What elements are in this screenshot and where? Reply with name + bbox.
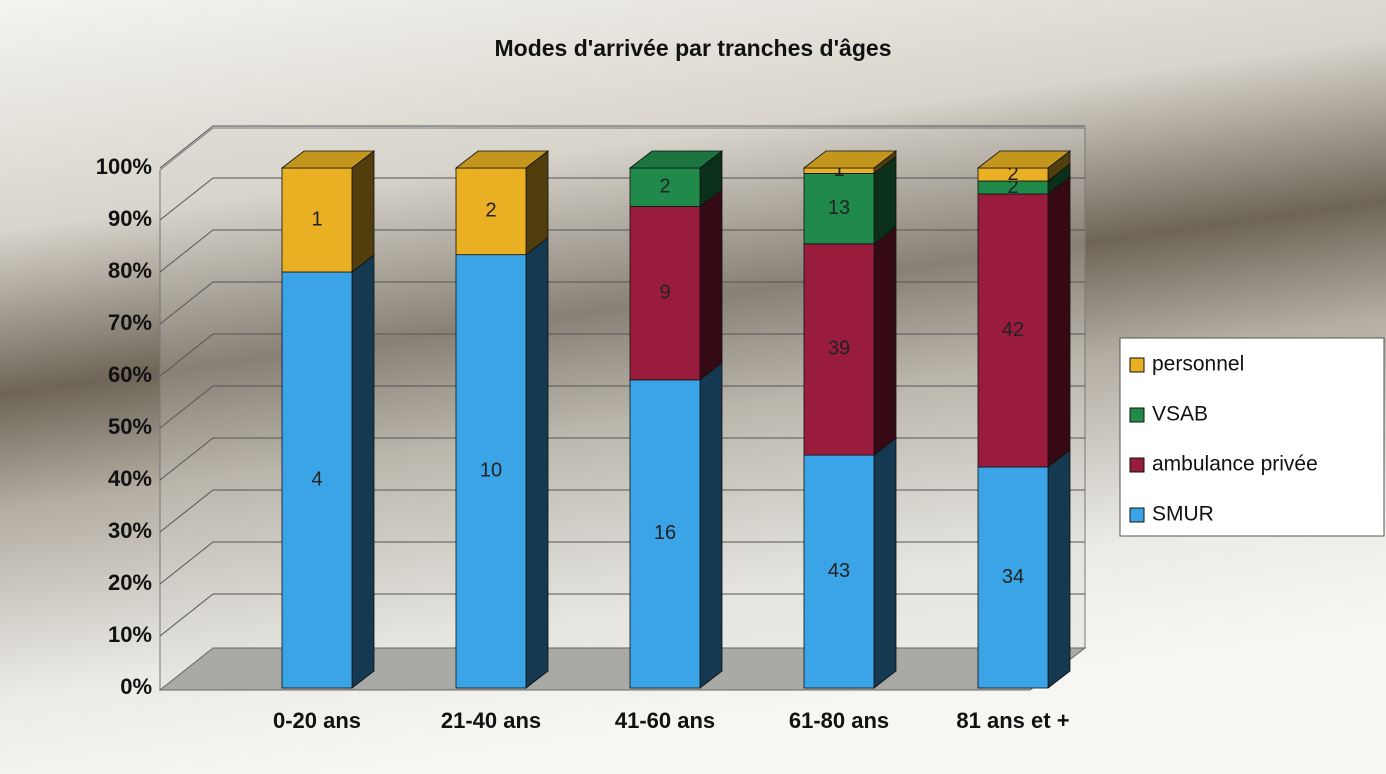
bar <box>455 167 527 256</box>
grid-line <box>159 593 1085 637</box>
bar-side <box>525 150 549 256</box>
legend-label: SMUR <box>1152 503 1214 526</box>
bar <box>629 167 701 207</box>
bar-top <box>802 150 898 169</box>
bar-side <box>873 437 897 689</box>
data-label: 10 <box>480 460 502 482</box>
bar-top <box>976 150 1072 169</box>
y-tick-label: 80% <box>108 258 152 283</box>
y-tick-label: 90% <box>108 206 152 231</box>
bar-side <box>1047 449 1071 689</box>
y-tick-label: 50% <box>108 414 152 439</box>
x-tick-label: 21-40 ans <box>441 708 541 733</box>
data-label: 1 <box>311 208 322 230</box>
bar <box>803 173 875 245</box>
data-label: 2 <box>659 176 670 198</box>
data-label: 2 <box>1007 163 1018 185</box>
grid-line <box>159 333 1085 377</box>
data-label: 34 <box>1002 566 1024 588</box>
grid-line <box>159 385 1085 429</box>
x-tick-label: 61-80 ans <box>789 708 889 733</box>
y-tick-label: 20% <box>108 570 152 595</box>
x-tick-label: 41-60 ans <box>615 708 715 733</box>
y-tick-label: 40% <box>108 466 152 491</box>
bar-side <box>525 236 549 689</box>
grid-line <box>159 281 1085 325</box>
data-label: 2 <box>485 200 496 222</box>
bar-side <box>351 254 375 689</box>
legend-swatch <box>1129 357 1145 373</box>
x-tick-label: 81 ans et + <box>956 708 1069 733</box>
legend-label: VSAB <box>1152 403 1208 426</box>
y-tick-label: 30% <box>108 518 152 543</box>
bar <box>803 243 875 456</box>
bar <box>629 206 701 381</box>
data-label: 39 <box>828 338 850 360</box>
grid-line <box>159 437 1085 481</box>
legend <box>1119 337 1385 537</box>
data-label: 13 <box>828 197 850 219</box>
chart-title: Modes d'arrivée par tranches d'âges <box>495 35 892 61</box>
bar-top <box>280 150 376 169</box>
bar-side <box>351 150 375 273</box>
legend-swatch <box>1129 457 1145 473</box>
y-tick-label: 10% <box>108 622 152 647</box>
y-tick-label: 60% <box>108 362 152 387</box>
data-label: 4 <box>311 468 322 490</box>
data-label: 2 <box>1007 176 1018 198</box>
data-label: 42 <box>1002 319 1024 341</box>
legend-label: personnel <box>1152 353 1244 376</box>
y-tick-label: 100% <box>96 154 152 179</box>
bar-side <box>1047 176 1071 468</box>
bar-top <box>628 150 724 169</box>
y-tick-label: 0% <box>120 674 152 699</box>
data-label: 43 <box>828 560 850 582</box>
bar <box>977 193 1049 468</box>
data-label: 16 <box>654 522 676 544</box>
bar <box>629 379 701 689</box>
grid-line <box>159 489 1085 533</box>
data-label: 1 <box>833 159 844 181</box>
grid-line <box>159 177 1085 221</box>
data-label: 9 <box>659 281 670 303</box>
bar-side <box>699 188 723 381</box>
bar <box>281 271 353 689</box>
grid-line <box>159 125 1085 169</box>
bar-side <box>699 362 723 689</box>
legend-swatch <box>1129 507 1145 523</box>
x-tick-label: 0-20 ans <box>273 708 361 733</box>
bar <box>977 466 1049 689</box>
bar <box>803 454 875 689</box>
bar-top <box>454 150 550 169</box>
grid-line <box>159 229 1085 273</box>
grid-line <box>159 541 1085 585</box>
legend-swatch <box>1129 407 1145 423</box>
legend-label: ambulance privée <box>1152 453 1318 476</box>
bar <box>281 167 353 273</box>
y-tick-label: 70% <box>108 310 152 335</box>
bar-side <box>873 226 897 456</box>
